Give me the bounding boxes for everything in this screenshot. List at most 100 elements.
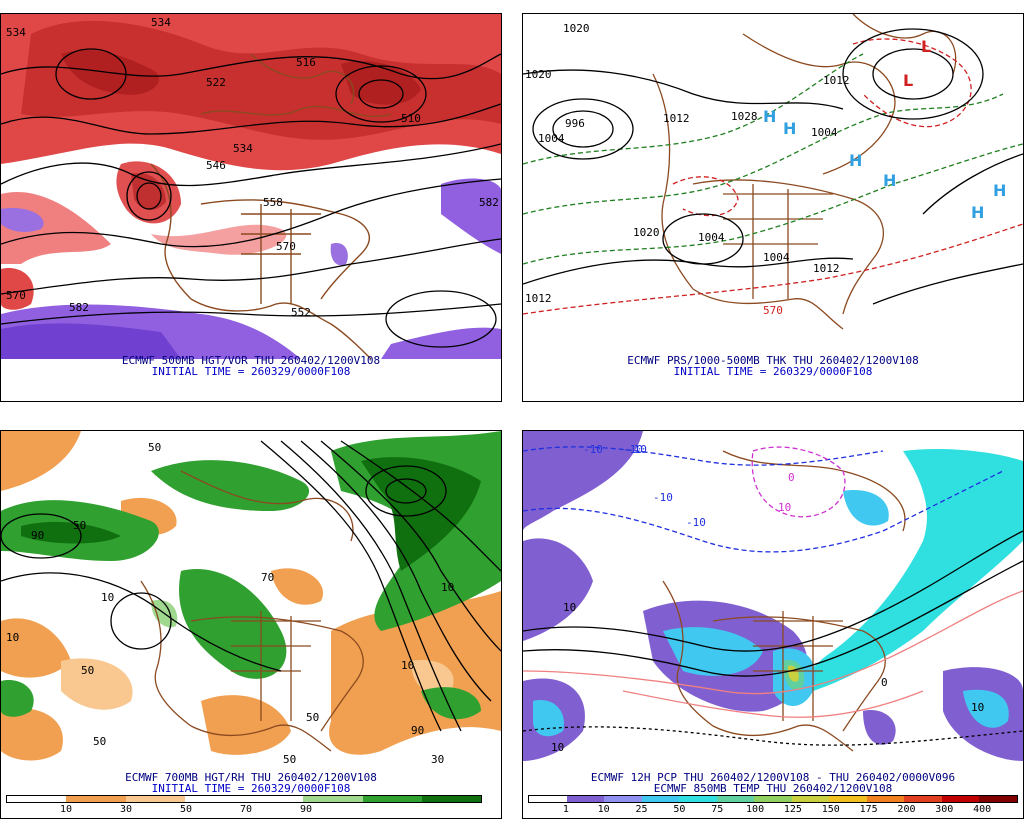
thickness-label: 570: [763, 304, 783, 317]
isobar-label: 1012: [663, 112, 690, 125]
isobar-label: 1004: [811, 126, 838, 139]
precip-map: -10 -10 -10 -10 0 10 10 -10 0 10 10: [523, 431, 1023, 774]
temperature-label: 10: [551, 741, 564, 754]
contour-label: 70: [261, 571, 274, 584]
precip-legend-tick-label: 10: [597, 804, 610, 815]
precip-legend-tick-label: 75: [711, 804, 724, 815]
rh-legend-swatch: [244, 796, 304, 802]
vorticity-map: 534 516 522 510 546 534 558 570 582 582 …: [1, 14, 501, 359]
high-pressure-symbol: H: [783, 119, 796, 138]
contour-label: 552: [291, 306, 311, 319]
precip-legend-swatch: [941, 796, 980, 802]
precip-legend-swatch: [791, 796, 830, 802]
high-pressure-symbol: H: [849, 151, 862, 170]
low-pressure-symbol: L: [903, 71, 913, 90]
contour-label: 558: [263, 196, 283, 209]
temperature-label: 10: [563, 601, 576, 614]
high-pressure-symbol: H: [971, 203, 984, 222]
precip-legend-swatch: [566, 796, 605, 802]
precip-legend-tick-label: 150: [821, 804, 840, 815]
high-pressure-symbol: H: [993, 181, 1006, 200]
rh-legend-swatch: [66, 796, 126, 802]
precip-legend-swatch: [754, 796, 792, 802]
contour-label: 582: [479, 196, 499, 209]
precip-legend-tick-label: 175: [859, 804, 878, 815]
contour-label: 50: [93, 735, 106, 748]
contour-label: 510: [401, 112, 421, 125]
temperature-contours: [523, 446, 1023, 746]
contour-label: 10: [401, 659, 414, 672]
borders: [140, 470, 364, 752]
panel-title: ECMWF 700MB HGT/RH THU 260402/1200V108: [125, 771, 377, 784]
temperature-label: -10: [583, 443, 603, 456]
precip-colorbar: [528, 795, 1018, 803]
height-contours: [1, 48, 501, 348]
rh-legend-tick-label: 30: [119, 804, 133, 815]
initial-time-label: INITIAL TIME = 260329/0000F108: [673, 365, 873, 378]
precip-legend-swatch: [641, 796, 680, 802]
rh-colorbar: [6, 795, 482, 803]
high-pressure-symbol: H: [763, 107, 776, 126]
rh-legend-swatch: [7, 796, 67, 802]
precip-legend-swatch: [716, 796, 755, 802]
temperature-label: -10: [653, 491, 673, 504]
initial-time-label: INITIAL TIME = 260329/0000F108: [151, 782, 351, 795]
precip-legend-swatch: [866, 796, 905, 802]
temperature-label: 10: [778, 501, 791, 514]
contour-label: 10: [101, 591, 114, 604]
precip-legend-tick-label: 300: [935, 804, 954, 815]
humidity-map: 50 50 90 10 50 50 10 50 70 10 90 50 10 3…: [1, 431, 501, 774]
rh-legend-tick-label: 50: [179, 804, 193, 815]
isobar-label: 1012: [813, 262, 840, 275]
isobar-label: 1020: [525, 68, 552, 81]
rh-legend-tick-label: 90: [299, 804, 313, 815]
isobar-label: 1020: [633, 226, 660, 239]
precip-legend-tick-label: 200: [897, 804, 916, 815]
rh-legend-swatch: [362, 796, 422, 802]
low-pressure-symbol: L: [921, 37, 931, 56]
height-contours: [1, 440, 501, 732]
precip-legend-tick-label: 1: [562, 804, 569, 815]
contour-label: 10: [441, 581, 454, 594]
precip-areas: [523, 431, 1023, 761]
contour-label: 90: [411, 724, 424, 737]
precip-legend-tick-label: 25: [635, 804, 648, 815]
precip-legend-swatch: [979, 796, 1017, 802]
isobars: [523, 28, 1023, 305]
panel-title: ECMWF 12H PCP THU 260402/1200V108 - THU …: [590, 771, 956, 784]
contour-label: 546: [206, 159, 226, 172]
isobar-label: 1004: [538, 132, 565, 145]
panel-700mb-hgt-rh: 50 50 90 10 50 50 10 50 70 10 90 50 10 3…: [0, 430, 502, 819]
contour-label: 50: [73, 519, 86, 532]
temperature-label: -10: [686, 516, 706, 529]
panel-subtitle: ECMWF 850MB TEMP THU 260402/1200V108: [653, 782, 893, 795]
contour-label: 534: [233, 142, 253, 155]
pressure-map: H H H H H H L L 1020 1020 996 1004 1012 …: [523, 14, 1023, 359]
high-pressure-symbol: H: [883, 171, 896, 190]
precip-legend-swatch: [679, 796, 717, 802]
precip-legend-swatch: [904, 796, 942, 802]
initial-time-label: INITIAL TIME = 260329/0000F108: [151, 365, 351, 378]
isobar-label: 1020: [563, 22, 590, 35]
panel-pressure-thickness: H H H H H H L L 1020 1020 996 1004 1012 …: [522, 13, 1024, 402]
temperature-label: 0: [881, 676, 888, 689]
rh-legend-swatch: [125, 796, 185, 802]
contour-label: 582: [69, 301, 89, 314]
isobar-label: 1004: [698, 231, 725, 244]
isobar-label: 1028: [731, 110, 758, 123]
rh-legend-swatch: [184, 796, 244, 802]
contour-label: 50: [81, 664, 94, 677]
panel-title: ECMWF PRS/1000-500MB THK THU 260402/1200…: [627, 354, 919, 367]
borders: [652, 14, 957, 330]
precip-legend-tick-label: 125: [783, 804, 802, 815]
thickness-contours: [523, 38, 1023, 315]
isobar-label: 1004: [763, 251, 790, 264]
panel-title: ECMWF 500MB HGT/VOR THU 260402/1200V108: [121, 354, 381, 367]
contour-label: 50: [283, 753, 296, 766]
contour-label: 10: [6, 631, 19, 644]
precip-legend-swatch: [829, 796, 867, 802]
isobar-label: 1012: [823, 74, 850, 87]
rh-legend-swatch: [303, 796, 363, 802]
contour-label: 90: [31, 529, 44, 542]
precip-legend-tick-label: 400: [973, 804, 992, 815]
